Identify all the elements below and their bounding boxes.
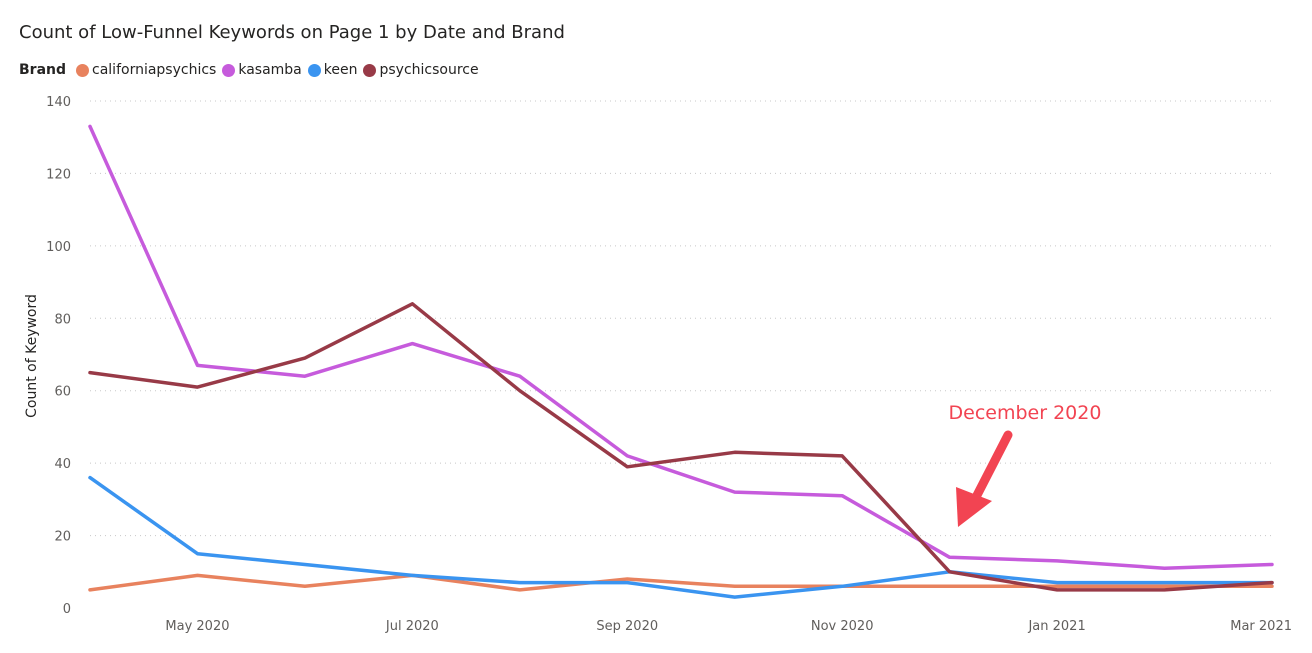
legend-label: californiapsychics [92, 62, 217, 78]
y-axis-label: Count of Keyword [24, 294, 40, 418]
x-tick-label: Mar 2021 [1230, 619, 1292, 634]
y-tick-label: 120 [46, 167, 71, 182]
x-axis-ticks: May 2020 Jul 2020 Sep 2020 Nov 2020 Jan 2021… [165, 619, 1292, 634]
legend-label: psychicsource [379, 62, 479, 78]
annotation-arrow-shaft [967, 430, 1013, 510]
legend-dot-icon [307, 63, 321, 77]
x-tick-label: Sep 2020 [596, 619, 658, 634]
y-tick-label: 60 [54, 385, 71, 400]
chart-title: Count of Low-Funnel Keywords on Page 1 b… [19, 22, 565, 43]
legend: Brand californiapsychics kasamba keen ps… [19, 62, 485, 78]
series-line-psychicsource [88, 302, 1274, 592]
legend-label: keen [323, 62, 358, 78]
x-tick-label: Jan 2021 [1027, 619, 1085, 634]
annotation: December 2020 [949, 402, 1102, 527]
series-line-californiapsychics [88, 573, 1274, 592]
y-tick-label: 40 [54, 457, 71, 472]
y-tick-label: 0 [63, 602, 71, 617]
legend-item-psychicsource[interactable]: psychicsource [363, 62, 479, 78]
legend-dot-icon [222, 63, 236, 77]
y-tick-label: 80 [54, 312, 71, 327]
series-line-kasamba [88, 124, 1274, 570]
legend-item-californiapsychics[interactable]: californiapsychics [76, 62, 216, 78]
series-lines [88, 124, 1274, 599]
legend-dot-icon [363, 63, 377, 77]
y-tick-label: 100 [46, 240, 71, 255]
y-tick-label: 20 [54, 530, 71, 545]
legend-item-keen[interactable]: keen [307, 62, 358, 78]
legend-label: kasamba [238, 62, 302, 78]
annotation-label: December 2020 [949, 402, 1102, 424]
y-axis-ticks: 0 20 40 60 80 100 120 140 [46, 95, 71, 617]
x-tick-label: Nov 2020 [811, 619, 874, 634]
gridlines [90, 100, 1272, 537]
x-tick-label: May 2020 [165, 619, 229, 634]
x-tick-label: Jul 2020 [385, 619, 439, 634]
series-line-keen [88, 475, 1274, 599]
legend-item-kasamba[interactable]: kasamba [222, 62, 302, 78]
legend-title: Brand [19, 62, 67, 78]
y-tick-label: 140 [46, 95, 71, 110]
annotation-arrow-head-icon [956, 487, 992, 527]
legend-dot-icon [76, 63, 90, 77]
